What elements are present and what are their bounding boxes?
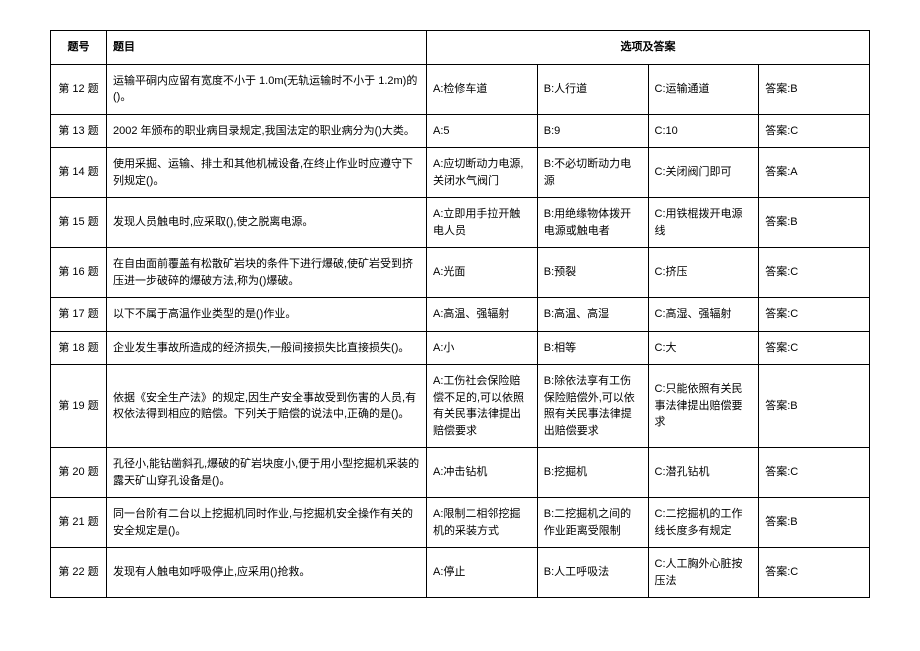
cell-option-b: B:挖掘机 bbox=[537, 448, 648, 498]
cell-num: 第 17 题 bbox=[51, 298, 107, 332]
cell-num: 第 15 题 bbox=[51, 198, 107, 248]
cell-answer: 答案:B bbox=[759, 498, 870, 548]
cell-option-c: C:二挖掘机的工作线长度多有规定 bbox=[648, 498, 759, 548]
table-row: 第 13 题2002 年颁布的职业病目录规定,我国法定的职业病分为()大类。A:… bbox=[51, 114, 870, 148]
table-row: 第 22 题发现有人触电如呼吸停止,应采用()抢救。A:停止B:人工呼吸法C:人… bbox=[51, 548, 870, 598]
header-question: 题目 bbox=[107, 31, 427, 65]
cell-answer: 答案:B bbox=[759, 64, 870, 114]
cell-option-c: C:潜孔钻机 bbox=[648, 448, 759, 498]
header-options: 选项及答案 bbox=[427, 31, 870, 65]
cell-option-a: A:5 bbox=[427, 114, 538, 148]
table-row: 第 19 题依据《安全生产法》的规定,因生产安全事故受到伤害的人员,有权依法得到… bbox=[51, 365, 870, 448]
cell-question: 同一台阶有二台以上挖掘机同时作业,与挖掘机安全操作有关的安全规定是()。 bbox=[107, 498, 427, 548]
cell-option-a: A:光面 bbox=[427, 248, 538, 298]
table-row: 第 16 题在自由面前覆盖有松散矿岩块的条件下进行爆破,使矿岩受到挤压进一步破碎… bbox=[51, 248, 870, 298]
cell-option-b: B:高温、高湿 bbox=[537, 298, 648, 332]
cell-option-c: C:关闭阀门即可 bbox=[648, 148, 759, 198]
cell-option-a: A:工伤社会保险赔偿不足的,可以依照有关民事法律提出赔偿要求 bbox=[427, 365, 538, 448]
cell-option-a: A:小 bbox=[427, 331, 538, 365]
cell-answer: 答案:A bbox=[759, 148, 870, 198]
cell-option-c: C:大 bbox=[648, 331, 759, 365]
cell-question: 孔径小,能钻凿斜孔,爆破的矿岩块度小,便于用小型挖掘机采装的露天矿山穿孔设备是(… bbox=[107, 448, 427, 498]
cell-question: 依据《安全生产法》的规定,因生产安全事故受到伤害的人员,有权依法得到相应的赔偿。… bbox=[107, 365, 427, 448]
cell-num: 第 20 题 bbox=[51, 448, 107, 498]
cell-answer: 答案:B bbox=[759, 198, 870, 248]
exam-table: 题号 题目 选项及答案 第 12 题运输平硐内应留有宽度不小于 1.0m(无轨运… bbox=[50, 30, 870, 598]
cell-option-c: C:人工胸外心脏按压法 bbox=[648, 548, 759, 598]
cell-option-b: B:用绝缘物体拨开电源或触电者 bbox=[537, 198, 648, 248]
cell-option-b: B:人行道 bbox=[537, 64, 648, 114]
cell-option-b: B:相等 bbox=[537, 331, 648, 365]
cell-answer: 答案:C bbox=[759, 548, 870, 598]
table-row: 第 14 题使用采掘、运输、排土和其他机械设备,在终止作业时应遵守下列规定()。… bbox=[51, 148, 870, 198]
cell-num: 第 16 题 bbox=[51, 248, 107, 298]
cell-option-a: A:停止 bbox=[427, 548, 538, 598]
cell-option-a: A:高温、强辐射 bbox=[427, 298, 538, 332]
table-row: 第 17 题以下不属于高温作业类型的是()作业。A:高温、强辐射B:高温、高湿C… bbox=[51, 298, 870, 332]
cell-num: 第 21 题 bbox=[51, 498, 107, 548]
cell-answer: 答案:C bbox=[759, 114, 870, 148]
cell-answer: 答案:B bbox=[759, 365, 870, 448]
cell-option-b: B:二挖掘机之间的作业距离受限制 bbox=[537, 498, 648, 548]
cell-question: 在自由面前覆盖有松散矿岩块的条件下进行爆破,使矿岩受到挤压进一步破碎的爆破方法,… bbox=[107, 248, 427, 298]
cell-question: 使用采掘、运输、排土和其他机械设备,在终止作业时应遵守下列规定()。 bbox=[107, 148, 427, 198]
table-row: 第 12 题运输平硐内应留有宽度不小于 1.0m(无轨运输时不小于 1.2m)的… bbox=[51, 64, 870, 114]
cell-option-c: C:10 bbox=[648, 114, 759, 148]
cell-question: 2002 年颁布的职业病目录规定,我国法定的职业病分为()大类。 bbox=[107, 114, 427, 148]
cell-question: 发现人员触电时,应采取(),使之脱离电源。 bbox=[107, 198, 427, 248]
cell-option-b: B:人工呼吸法 bbox=[537, 548, 648, 598]
header-num: 题号 bbox=[51, 31, 107, 65]
table-row: 第 18 题企业发生事故所造成的经济损失,一般间接损失比直接损失()。A:小B:… bbox=[51, 331, 870, 365]
cell-option-c: C:只能依照有关民事法律提出赔偿要求 bbox=[648, 365, 759, 448]
cell-num: 第 19 题 bbox=[51, 365, 107, 448]
cell-option-c: C:挤压 bbox=[648, 248, 759, 298]
cell-option-c: C:高湿、强辐射 bbox=[648, 298, 759, 332]
cell-answer: 答案:C bbox=[759, 448, 870, 498]
cell-answer: 答案:C bbox=[759, 248, 870, 298]
table-row: 第 21 题同一台阶有二台以上挖掘机同时作业,与挖掘机安全操作有关的安全规定是(… bbox=[51, 498, 870, 548]
cell-answer: 答案:C bbox=[759, 298, 870, 332]
cell-option-b: B:预裂 bbox=[537, 248, 648, 298]
cell-option-a: A:冲击钻机 bbox=[427, 448, 538, 498]
table-row: 第 15 题发现人员触电时,应采取(),使之脱离电源。A:立即用手拉开触电人员B… bbox=[51, 198, 870, 248]
header-row: 题号 题目 选项及答案 bbox=[51, 31, 870, 65]
cell-option-a: A:应切断动力电源,关闭水气阀门 bbox=[427, 148, 538, 198]
cell-option-c: C:用铁棍拨开电源线 bbox=[648, 198, 759, 248]
table-body: 第 12 题运输平硐内应留有宽度不小于 1.0m(无轨运输时不小于 1.2m)的… bbox=[51, 64, 870, 598]
cell-question: 企业发生事故所造成的经济损失,一般间接损失比直接损失()。 bbox=[107, 331, 427, 365]
cell-option-b: B:除依法享有工伤保险赔偿外,可以依照有关民事法律提出赔偿要求 bbox=[537, 365, 648, 448]
cell-question: 发现有人触电如呼吸停止,应采用()抢救。 bbox=[107, 548, 427, 598]
cell-num: 第 22 题 bbox=[51, 548, 107, 598]
cell-answer: 答案:C bbox=[759, 331, 870, 365]
cell-option-a: A:立即用手拉开触电人员 bbox=[427, 198, 538, 248]
cell-option-b: B:9 bbox=[537, 114, 648, 148]
table-row: 第 20 题孔径小,能钻凿斜孔,爆破的矿岩块度小,便于用小型挖掘机采装的露天矿山… bbox=[51, 448, 870, 498]
cell-option-a: A:限制二相邻挖掘机的采装方式 bbox=[427, 498, 538, 548]
cell-question: 运输平硐内应留有宽度不小于 1.0m(无轨运输时不小于 1.2m)的()。 bbox=[107, 64, 427, 114]
cell-num: 第 12 题 bbox=[51, 64, 107, 114]
cell-question: 以下不属于高温作业类型的是()作业。 bbox=[107, 298, 427, 332]
cell-num: 第 14 题 bbox=[51, 148, 107, 198]
cell-num: 第 18 题 bbox=[51, 331, 107, 365]
cell-option-c: C:运输通道 bbox=[648, 64, 759, 114]
cell-num: 第 13 题 bbox=[51, 114, 107, 148]
cell-option-a: A:检修车道 bbox=[427, 64, 538, 114]
cell-option-b: B:不必切断动力电源 bbox=[537, 148, 648, 198]
